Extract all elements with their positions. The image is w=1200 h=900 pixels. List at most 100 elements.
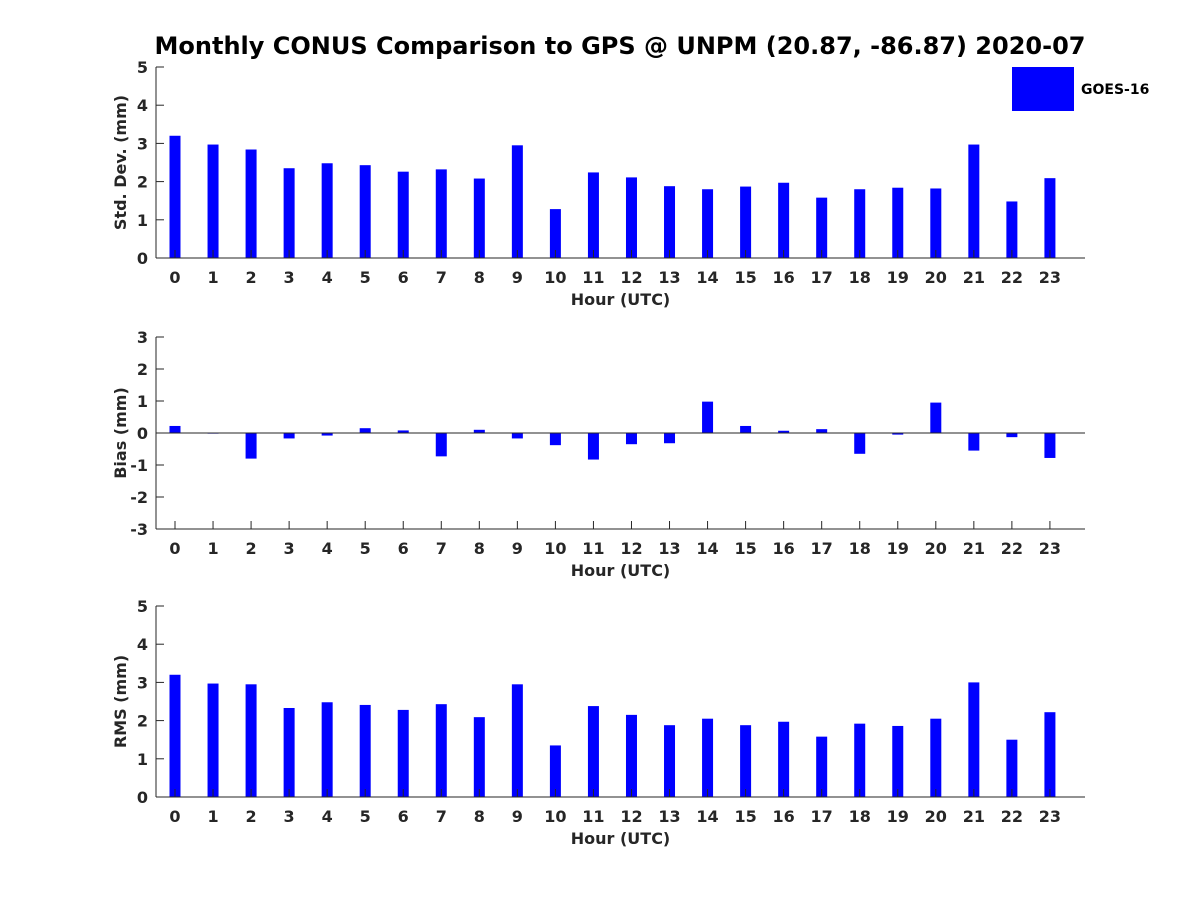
bar: [778, 182, 790, 258]
x-tick-label: 14: [696, 539, 718, 558]
x-tick-label: 11: [582, 807, 604, 826]
bar: [321, 702, 333, 797]
x-tick-label: 7: [436, 807, 447, 826]
x-tick-label: 3: [284, 539, 295, 558]
x-tick-label: 13: [658, 807, 680, 826]
bar: [359, 428, 371, 433]
x-tick-label: 5: [360, 807, 371, 826]
bar: [359, 165, 371, 258]
x-tick-label: 11: [582, 268, 604, 287]
y-tick-label: 3: [137, 134, 148, 153]
bar: [702, 718, 714, 797]
y-tick-label: 1: [137, 392, 148, 411]
bar: [740, 186, 752, 258]
x-tick-label: 2: [246, 807, 257, 826]
bar: [664, 433, 676, 444]
x-tick-label: 4: [322, 539, 333, 558]
bar: [1044, 178, 1056, 258]
x-axis-label: Hour (UTC): [571, 290, 671, 309]
bar: [816, 429, 828, 433]
bar: [1044, 712, 1056, 797]
x-tick-label: 11: [582, 539, 604, 558]
y-tick-label: 2: [137, 173, 148, 192]
bar: [397, 709, 409, 797]
bar: [702, 189, 714, 258]
bar: [664, 725, 676, 797]
x-tick-label: 7: [436, 268, 447, 287]
bar: [321, 433, 333, 436]
y-tick-label: 0: [137, 249, 148, 268]
x-tick-label: 5: [360, 539, 371, 558]
bar: [283, 168, 295, 258]
x-tick-label: 14: [696, 268, 718, 287]
bar: [473, 429, 485, 433]
x-tick-label: 4: [322, 268, 333, 287]
bar: [778, 721, 790, 797]
x-tick-label: 8: [474, 268, 485, 287]
bar: [968, 144, 980, 258]
bar: [283, 707, 295, 797]
bar: [778, 430, 790, 433]
legend-label: GOES-16: [1081, 82, 1149, 98]
x-tick-label: 15: [734, 807, 756, 826]
x-tick-label: 18: [849, 539, 871, 558]
x-tick-label: 13: [658, 268, 680, 287]
x-tick-label: 3: [284, 268, 295, 287]
x-tick-label: 17: [811, 807, 833, 826]
x-tick-label: 1: [207, 268, 218, 287]
x-tick-label: 3: [284, 807, 295, 826]
x-tick-label: 0: [169, 268, 180, 287]
x-tick-label: 16: [773, 539, 795, 558]
x-tick-label: 21: [963, 807, 985, 826]
bar: [435, 169, 447, 258]
bar: [740, 425, 752, 433]
bar: [816, 736, 828, 797]
x-tick-label: 15: [734, 539, 756, 558]
x-tick-label: 4: [322, 807, 333, 826]
x-tick-label: 16: [773, 268, 795, 287]
bar: [892, 725, 904, 797]
x-tick-label: 22: [1001, 807, 1023, 826]
x-tick-label: 12: [620, 539, 642, 558]
y-tick-label: 4: [137, 96, 148, 115]
bar: [930, 402, 942, 433]
x-tick-label: 9: [512, 807, 523, 826]
x-tick-label: 10: [544, 268, 566, 287]
bar: [1006, 433, 1018, 438]
bar: [664, 186, 676, 258]
bar: [1006, 739, 1018, 797]
x-tick-label: 23: [1039, 807, 1061, 826]
x-tick-label: 8: [474, 807, 485, 826]
x-tick-label: 23: [1039, 268, 1061, 287]
x-tick-label: 14: [696, 807, 718, 826]
x-tick-label: 1: [207, 539, 218, 558]
bar: [207, 144, 219, 258]
y-tick-label: 1: [137, 750, 148, 769]
y-tick-label: -3: [130, 520, 148, 539]
x-axis-label: Hour (UTC): [571, 561, 671, 580]
bar: [930, 718, 942, 797]
y-axis-label: Bias (mm): [111, 387, 130, 479]
x-tick-label: 10: [544, 807, 566, 826]
x-tick-label: 6: [398, 807, 409, 826]
x-tick-label: 12: [620, 807, 642, 826]
bar: [169, 674, 181, 797]
x-tick-label: 22: [1001, 268, 1023, 287]
x-tick-label: 6: [398, 539, 409, 558]
bar: [587, 433, 599, 460]
x-tick-label: 15: [734, 268, 756, 287]
bar: [207, 683, 219, 797]
bar: [854, 433, 866, 454]
bar: [473, 717, 485, 797]
y-tick-label: 2: [137, 712, 148, 731]
bar: [359, 704, 371, 797]
bar: [169, 425, 181, 433]
x-tick-label: 17: [811, 268, 833, 287]
bar: [397, 171, 409, 258]
bar: [892, 187, 904, 258]
x-tick-label: 8: [474, 539, 485, 558]
x-tick-label: 7: [436, 539, 447, 558]
bar: [511, 145, 523, 258]
